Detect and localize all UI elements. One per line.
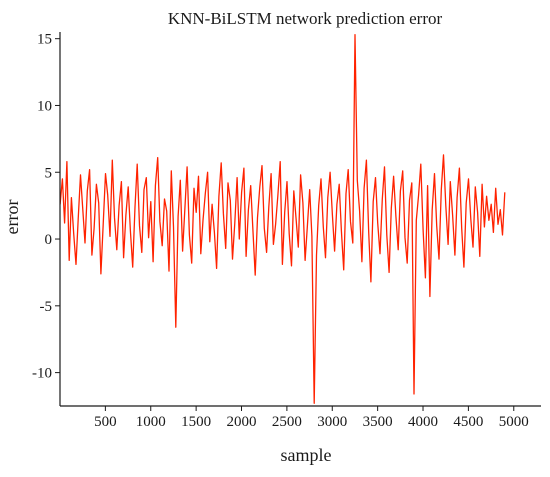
y-tick-label: 15 (37, 32, 52, 48)
x-axis-title: sample (281, 445, 332, 465)
axes: 500 1000 1500 2000 2500 3000 3500 4000 4500 5000 -… (32, 32, 541, 430)
x-tick-label: 3500 (363, 414, 393, 430)
y-axis-title: error (2, 200, 22, 235)
x-tick-label: 4500 (453, 414, 483, 430)
y-tick-label: 5 (45, 165, 53, 181)
x-tick-label: 1000 (136, 414, 166, 430)
x-tick-label: 2000 (227, 414, 257, 430)
x-tick-label: 4000 (408, 414, 438, 430)
x-tick-label: 2500 (272, 414, 302, 430)
y-tick-label: -10 (32, 366, 52, 382)
x-tick-label: 500 (94, 414, 117, 430)
plot-area (59, 34, 506, 404)
error-series-line-0 (59, 34, 506, 404)
y-tick-label: 0 (45, 232, 53, 248)
y-tick-label: 10 (37, 98, 52, 114)
chart-title: KNN-BiLSTM network prediction error (168, 9, 443, 28)
x-tick-label: 5000 (499, 414, 529, 430)
x-tick-label: 3000 (317, 414, 347, 430)
x-tick-label: 1500 (181, 414, 211, 430)
y-tick-label: -5 (40, 299, 53, 315)
